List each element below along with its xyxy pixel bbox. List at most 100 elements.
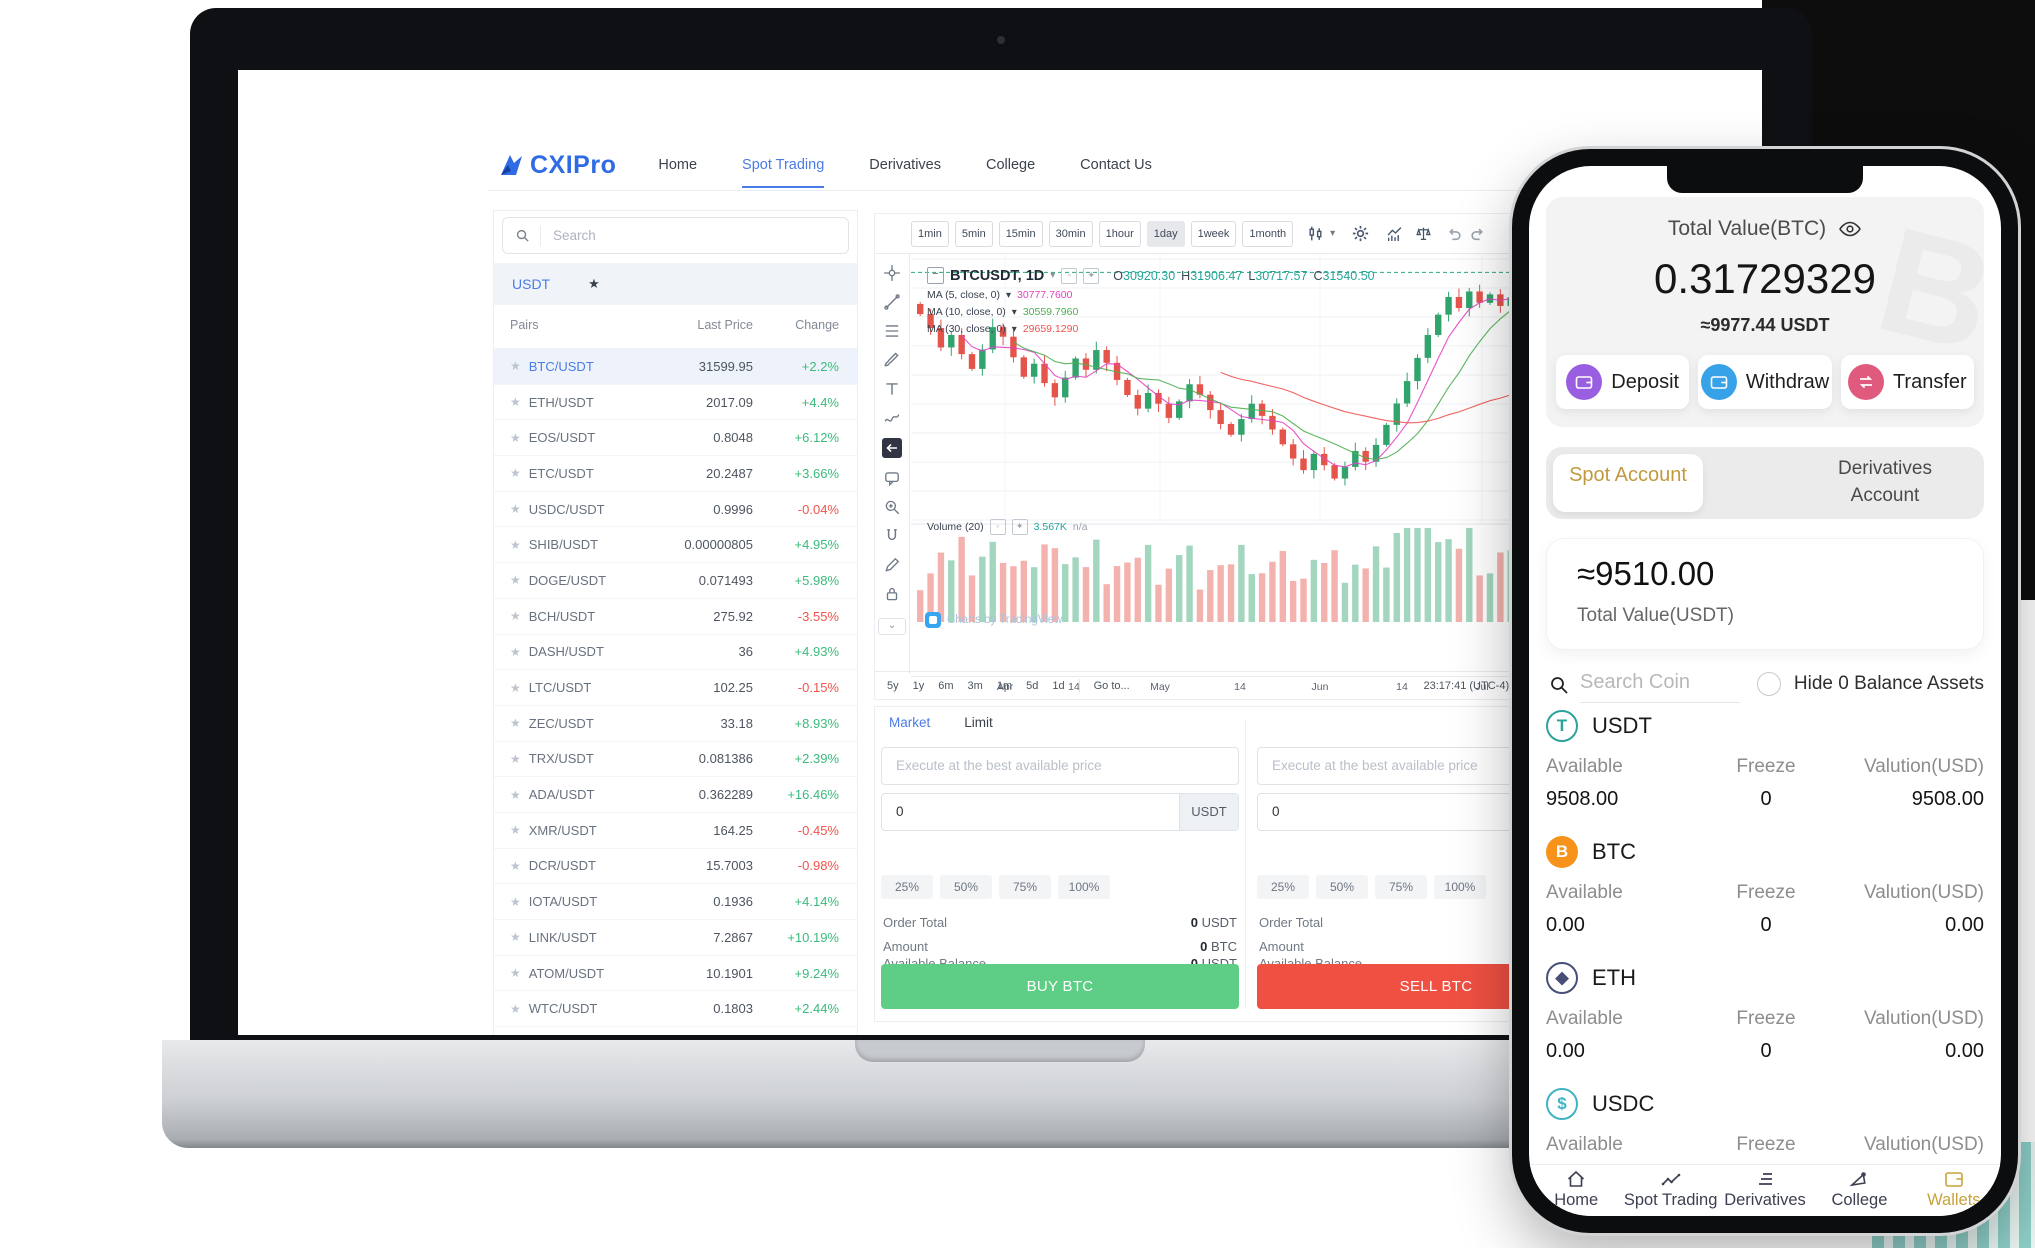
tab-market[interactable]: Market <box>889 715 931 730</box>
hide-zero-balance-toggle[interactable]: Hide 0 Balance Assets <box>1756 672 1984 696</box>
pair-row[interactable]: ★ DCR/USDT 15.7003 -0.98% <box>494 847 857 884</box>
nav-item-contact-us[interactable]: Contact Us <box>1080 157 1152 173</box>
pair-row[interactable]: ★ DOGE/USDT 0.071493 +5.98% <box>494 562 857 598</box>
pencil-tool-icon[interactable] <box>883 556 901 574</box>
range-1m[interactable]: 1m <box>996 679 1013 692</box>
nav-item-derivatives[interactable]: Derivatives <box>869 157 941 173</box>
crosshair-tool-icon[interactable] <box>883 264 901 282</box>
sell-percent-25[interactable]: 25% <box>1257 875 1309 899</box>
nav-item-college[interactable]: College <box>986 157 1036 173</box>
caret-down-icon[interactable]: ▾ <box>1011 306 1017 318</box>
nav-item-home[interactable]: Home <box>658 157 698 173</box>
tab-derivatives-account[interactable]: Derivatives Account <box>1838 458 1932 506</box>
volume-eye-icon[interactable]: ◦ <box>989 519 1006 535</box>
phone-nav-home[interactable]: Home <box>1529 1165 1623 1216</box>
range-6m[interactable]: 6m <box>938 679 954 692</box>
tab-spot-account[interactable]: Spot Account <box>1553 454 1703 512</box>
interval-5min[interactable]: 5min <box>954 220 993 247</box>
buy-percent-50[interactable]: 50% <box>940 875 992 899</box>
star-icon[interactable]: ★ <box>510 930 521 945</box>
volume-settings-icon[interactable]: ✦ <box>1011 519 1028 535</box>
star-icon[interactable]: ★ <box>510 466 521 481</box>
pair-row[interactable]: ★ ADA/USDT 0.362289 +16.46% <box>494 776 857 812</box>
pair-row[interactable]: ★ IOTA/USDT 0.1936 +4.14% <box>494 883 857 919</box>
buy-percent-75[interactable]: 75% <box>999 875 1051 899</box>
candle-style-icon[interactable] <box>1307 225 1324 242</box>
sell-price-input[interactable] <box>1270 757 1544 774</box>
buy-button[interactable]: BUY BTC <box>881 964 1239 1009</box>
collapse-icon[interactable]: − <box>927 267 944 284</box>
star-icon[interactable]: ★ <box>510 502 521 517</box>
interval-15min[interactable]: 15min <box>998 220 1043 247</box>
withdraw-button[interactable]: Withdraw <box>1698 355 1832 409</box>
star-icon[interactable]: ★ <box>510 894 521 909</box>
favorites-star-icon[interactable]: ★ <box>588 276 600 291</box>
buy-amount-input[interactable] <box>894 803 1168 820</box>
star-icon[interactable]: ★ <box>510 1001 521 1016</box>
star-icon[interactable]: ★ <box>510 823 521 838</box>
transfer-button[interactable]: Transfer <box>1840 355 1974 409</box>
interval-1min[interactable]: 1min <box>911 220 949 247</box>
star-icon[interactable]: ★ <box>510 787 521 802</box>
coin-row-eth[interactable]: ◆ ETH Available Freeze Valution(USD) 0.00 0 0.0… <box>1546 962 1984 1088</box>
pair-row[interactable]: ★ ZEC/USDT 33.18 +8.93% <box>494 704 857 741</box>
trend-line-tool-icon[interactable] <box>883 293 901 311</box>
undo-icon[interactable] <box>1446 225 1463 242</box>
interval-1month[interactable]: 1month <box>1242 220 1294 247</box>
pair-search-input[interactable] <box>551 227 785 244</box>
sell-percent-50[interactable]: 50% <box>1316 875 1368 899</box>
pair-row[interactable]: ★ ATOM/USDT 10.1901 +9.24% <box>494 954 857 991</box>
annotation-tool-icon[interactable] <box>883 469 901 487</box>
compare-scales-icon[interactable] <box>1415 225 1432 242</box>
phone-nav-college[interactable]: College <box>1812 1165 1906 1216</box>
star-icon[interactable]: ★ <box>510 609 521 624</box>
star-icon[interactable]: ★ <box>510 430 521 445</box>
zoom-in-tool-icon[interactable] <box>883 498 901 516</box>
star-icon[interactable]: ★ <box>510 858 521 873</box>
buy-price-input[interactable] <box>894 757 1168 774</box>
coin-row-btc[interactable]: B BTC Available Freeze Valution(USD) 0.00 0 0.0… <box>1546 836 1984 962</box>
buy-price-field[interactable] <box>881 747 1239 785</box>
back-arrow-icon[interactable] <box>882 438 902 458</box>
interval-1hour[interactable]: 1hour <box>1098 220 1141 247</box>
star-icon[interactable]: ★ <box>510 966 521 981</box>
indicators-icon[interactable] <box>1386 225 1403 242</box>
pair-search-box[interactable] <box>502 217 849 254</box>
range-1y[interactable]: 1y <box>912 679 925 692</box>
pair-row[interactable]: ★ ETC/USDT 20.2487 +3.66% <box>494 455 857 491</box>
pair-row[interactable]: ★ EOS/USDT 0.8048 +6.12% <box>494 419 857 455</box>
redo-icon[interactable] <box>1469 225 1486 242</box>
range-3m[interactable]: 3m <box>967 679 983 692</box>
pair-row[interactable]: ★ TRX/USDT 0.081386 +2.39% <box>494 740 857 777</box>
tab-usdt[interactable]: USDT <box>512 276 551 292</box>
pair-row[interactable]: ★ SHIB/USDT 0.00000805 +4.95% <box>494 526 857 562</box>
interval-1day[interactable]: 1day <box>1146 220 1185 247</box>
fib-tool-icon[interactable] <box>883 322 901 340</box>
range-1d[interactable]: 1d <box>1052 679 1065 692</box>
buy-amount-field[interactable]: USDT <box>881 793 1239 831</box>
star-icon[interactable]: ★ <box>510 395 521 410</box>
interval-30min[interactable]: 30min <box>1048 220 1093 247</box>
phone-nav-spot-trading[interactable]: Spot Trading <box>1623 1165 1717 1216</box>
legend-settings-icon[interactable]: ✦ <box>1083 267 1100 284</box>
pair-row[interactable]: ★ USDC/USDT 0.9996 -0.04% <box>494 490 857 527</box>
style-caret-icon[interactable]: ▾ <box>1330 228 1336 239</box>
brush-tool-icon[interactable] <box>883 351 901 369</box>
caret-down-icon[interactable]: ▾ <box>1011 323 1017 335</box>
radio-circle-icon[interactable] <box>1756 672 1781 696</box>
pair-row[interactable]: ★ LTC/USDT 102.25 -0.15% <box>494 669 857 705</box>
range-5d[interactable]: 5d <box>1026 679 1039 692</box>
phone-nav-wallets[interactable]: Wallets <box>1907 1165 2001 1216</box>
symbol-caret-icon[interactable]: ▾ <box>1050 270 1056 281</box>
star-icon[interactable]: ★ <box>510 644 521 659</box>
eye-icon[interactable] <box>1838 217 1862 241</box>
sell-percent-75[interactable]: 75% <box>1375 875 1427 899</box>
range-5y[interactable]: 5y <box>887 679 899 692</box>
star-icon[interactable]: ★ <box>510 537 521 552</box>
deposit-button[interactable]: Deposit <box>1556 355 1690 409</box>
sell-amount-input[interactable] <box>1270 803 1544 820</box>
lock-tool-icon[interactable] <box>883 585 901 603</box>
pair-row[interactable]: ★ BCH/USDT 275.92 -3.55% <box>494 597 857 634</box>
tab-limit[interactable]: Limit <box>964 715 993 730</box>
logo[interactable]: CXIPro <box>500 151 616 180</box>
